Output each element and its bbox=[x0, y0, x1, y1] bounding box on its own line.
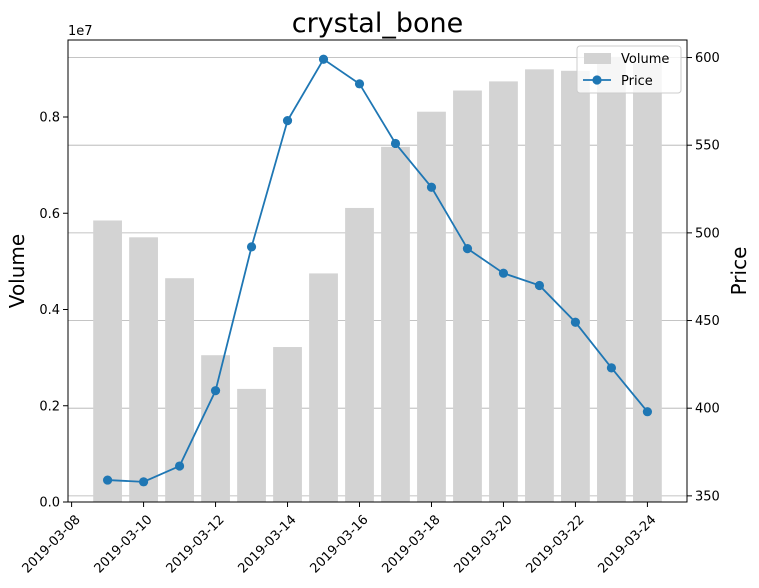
price-point-11 bbox=[498, 268, 509, 278]
price-point-2 bbox=[174, 461, 185, 471]
price-point-7 bbox=[354, 79, 365, 89]
x-tick-label-5: 2019-03-18 bbox=[379, 512, 443, 576]
legend-swatch-volume bbox=[584, 53, 611, 64]
volume-bar-13 bbox=[561, 70, 590, 503]
y-left-tick-label-4: 0.8 bbox=[39, 111, 60, 126]
volume-bar-7 bbox=[345, 207, 374, 503]
y-left-tick-label-3: 0.6 bbox=[39, 207, 60, 222]
price-point-14 bbox=[606, 363, 617, 373]
x-tick-label-6: 2019-03-20 bbox=[451, 512, 515, 576]
x-tick-layer: 2019-03-08 2019-03-10 2019-03-12 2019-03-14… bbox=[20, 502, 659, 576]
volume-bars bbox=[93, 56, 662, 503]
volume-bar-10 bbox=[453, 90, 482, 502]
volume-bar-15 bbox=[633, 63, 662, 502]
price-point-6 bbox=[318, 54, 329, 64]
price-point-13 bbox=[570, 317, 581, 327]
y-left-tick-label-0: 0.0 bbox=[39, 496, 60, 511]
price-point-4 bbox=[246, 242, 257, 252]
volume-bar-4 bbox=[237, 388, 266, 502]
volume-bar-11 bbox=[489, 81, 518, 502]
price-point-10 bbox=[462, 244, 473, 254]
price-point-3 bbox=[210, 386, 221, 396]
x-tick-label-0: 2019-03-08 bbox=[20, 512, 84, 576]
y-left-offset-label: 1e7 bbox=[68, 24, 93, 39]
y-right-tick-label-4: 550 bbox=[695, 139, 720, 154]
price-point-5 bbox=[282, 116, 293, 126]
price-point-9 bbox=[426, 182, 437, 192]
y-right-tick-label-2: 450 bbox=[695, 314, 720, 329]
volume-bar-5 bbox=[273, 347, 302, 502]
price-point-1 bbox=[138, 477, 149, 487]
price-point-8 bbox=[390, 138, 401, 149]
x-tick-label-3: 2019-03-14 bbox=[236, 512, 300, 576]
y-right-tick-label-0: 350 bbox=[695, 489, 720, 504]
y-left-tick-label-1: 0.2 bbox=[39, 399, 60, 414]
right-y-tick-layer: 350 400 450 500 550 600 bbox=[687, 51, 720, 504]
x-tick-label-2: 2019-03-12 bbox=[164, 512, 228, 576]
y-right-tick-label-3: 500 bbox=[695, 226, 720, 241]
legend-label-price: Price bbox=[621, 74, 653, 89]
price-line-layer bbox=[107, 58, 649, 483]
volume-bar-1 bbox=[129, 237, 158, 502]
volume-bar-0 bbox=[93, 220, 122, 502]
legend-label-volume: Volume bbox=[621, 52, 669, 67]
y-left-tick-label-2: 0.4 bbox=[39, 303, 60, 318]
x-tick-label-1: 2019-03-10 bbox=[92, 512, 156, 576]
left-y-tick-layer: 0.0 0.2 0.4 0.6 0.8 bbox=[39, 111, 68, 511]
x-tick-label-4: 2019-03-16 bbox=[308, 512, 372, 576]
x-tick-label-8: 2019-03-24 bbox=[595, 512, 659, 576]
y-right-axis-label: Price bbox=[727, 247, 751, 296]
price-point-15 bbox=[642, 407, 653, 417]
x-tick-label-7: 2019-03-22 bbox=[523, 512, 587, 576]
volume-bar-6 bbox=[309, 273, 338, 502]
volume-bar-8 bbox=[381, 146, 410, 502]
price-points bbox=[102, 54, 653, 487]
grid-layer bbox=[68, 57, 687, 497]
volume-bar-14 bbox=[597, 56, 626, 502]
volume-bar-9 bbox=[417, 111, 446, 503]
price-line bbox=[107, 58, 649, 483]
price-point-0 bbox=[102, 475, 113, 485]
volume-bar-3 bbox=[201, 355, 230, 502]
chart-title: crystal_bone bbox=[292, 8, 464, 39]
y-right-tick-label-1: 400 bbox=[695, 402, 720, 417]
plot-frame bbox=[67, 39, 688, 503]
legend: Volume Price bbox=[576, 45, 682, 94]
legend-marker-price bbox=[592, 75, 602, 85]
price-point-12 bbox=[534, 280, 545, 291]
y-left-axis-label: Volume bbox=[5, 234, 29, 308]
y-right-tick-label-5: 600 bbox=[695, 51, 720, 66]
